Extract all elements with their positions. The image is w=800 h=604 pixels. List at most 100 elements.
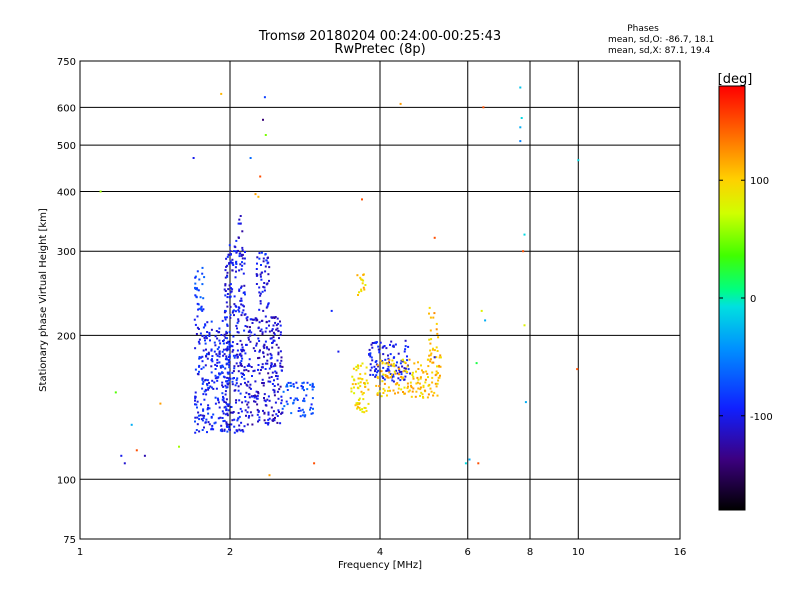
data-point	[436, 365, 438, 368]
data-point	[203, 414, 206, 417]
data-point	[385, 369, 388, 372]
data-point	[206, 331, 209, 333]
data-point	[239, 383, 242, 386]
data-point	[264, 330, 267, 333]
data-point	[202, 408, 205, 411]
data-point	[271, 414, 274, 417]
data-point	[201, 378, 204, 381]
data-points	[99, 86, 580, 477]
data-point	[269, 337, 272, 340]
data-point	[306, 388, 309, 391]
data-point	[242, 272, 245, 275]
data-point	[224, 390, 227, 393]
data-point	[272, 410, 275, 413]
data-point	[431, 376, 434, 379]
data-point	[196, 416, 199, 419]
data-point	[286, 403, 289, 406]
data-point	[519, 86, 522, 89]
data-point	[215, 330, 218, 332]
data-point	[224, 384, 227, 387]
data-point	[230, 344, 233, 347]
data-point	[369, 363, 372, 366]
data-point	[263, 397, 265, 399]
data-point	[238, 269, 241, 272]
data-point	[227, 372, 230, 375]
data-point	[362, 273, 365, 276]
data-point	[221, 364, 224, 367]
data-point	[263, 399, 266, 402]
data-point	[228, 403, 231, 406]
y-tick-label: 200	[57, 331, 76, 342]
data-point	[201, 414, 204, 417]
data-point	[420, 391, 423, 394]
data-point	[299, 415, 302, 418]
data-point	[411, 390, 414, 393]
data-point	[206, 357, 209, 360]
data-point	[253, 318, 256, 321]
data-point	[280, 359, 283, 362]
data-point	[424, 381, 427, 384]
data-point	[200, 305, 203, 308]
data-point	[267, 261, 270, 264]
data-point	[225, 355, 228, 358]
data-point	[202, 366, 205, 369]
data-point	[290, 412, 293, 415]
data-point	[433, 349, 436, 352]
data-point	[275, 371, 278, 374]
data-point	[241, 375, 243, 378]
data-point	[203, 398, 206, 401]
data-point	[263, 355, 265, 358]
data-point	[198, 307, 201, 310]
data-point	[223, 428, 226, 431]
data-point	[223, 406, 226, 409]
data-point	[224, 276, 227, 279]
data-point	[241, 249, 244, 252]
data-point	[214, 363, 217, 366]
data-point	[375, 374, 378, 377]
data-point	[198, 356, 201, 358]
data-point	[237, 306, 240, 309]
data-point	[265, 327, 268, 330]
data-point	[274, 416, 276, 419]
data-point	[237, 417, 240, 420]
data-point	[239, 222, 242, 225]
data-point	[233, 418, 236, 421]
data-point	[278, 337, 280, 340]
data-point	[260, 328, 263, 331]
data-point	[273, 419, 276, 422]
data-point	[235, 263, 238, 265]
data-point	[358, 397, 361, 400]
data-point	[267, 273, 270, 276]
data-point	[227, 340, 230, 343]
data-point	[232, 377, 235, 380]
data-point	[257, 195, 260, 198]
data-point	[268, 348, 270, 351]
data-point	[222, 395, 224, 398]
data-point	[361, 282, 364, 285]
data-point	[194, 323, 197, 326]
data-point	[363, 406, 366, 409]
data-point	[273, 379, 275, 382]
data-point	[208, 335, 211, 337]
data-point	[387, 357, 390, 360]
data-point	[232, 335, 235, 338]
data-point	[436, 372, 439, 374]
data-point	[236, 343, 239, 345]
data-point	[201, 429, 204, 431]
data-point	[256, 413, 259, 416]
data-point	[246, 325, 249, 328]
data-point	[400, 373, 403, 376]
data-point	[247, 401, 250, 404]
data-point	[228, 244, 231, 247]
data-point	[261, 331, 264, 334]
y-tick-label: 500	[57, 141, 76, 152]
data-point	[304, 414, 307, 417]
data-point	[202, 349, 205, 352]
data-point	[221, 371, 223, 374]
data-point	[235, 324, 238, 327]
data-point	[234, 246, 237, 249]
data-point	[258, 291, 261, 294]
y-axis-label: Stationary phase Virtual Height [km]	[38, 208, 49, 392]
data-point	[395, 369, 398, 372]
data-point	[212, 387, 215, 390]
